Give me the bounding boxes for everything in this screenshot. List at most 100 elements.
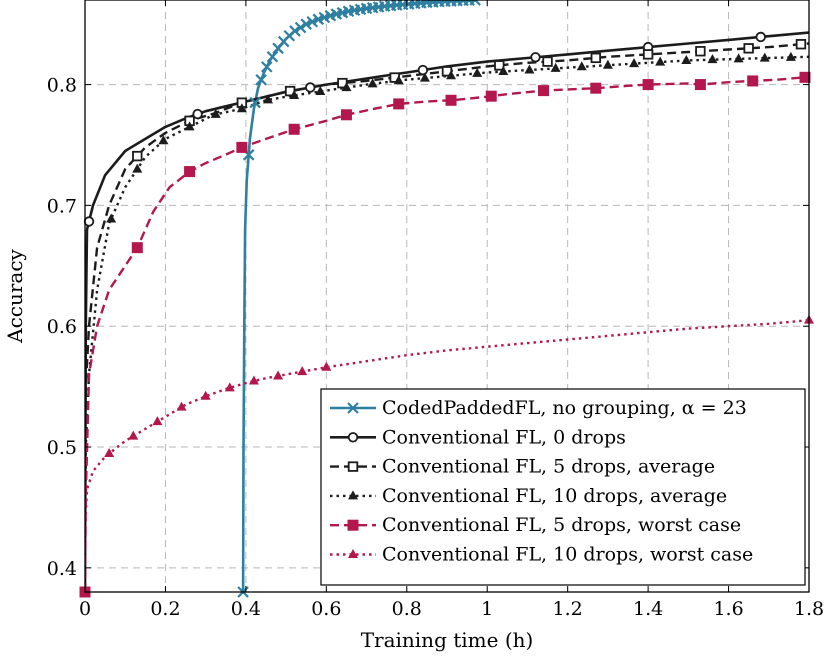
series-1-marker — [255, 74, 267, 86]
series-4-marker — [733, 53, 744, 63]
series-4-marker — [785, 51, 796, 61]
series-6-marker — [176, 401, 187, 411]
x-tick-label: 1 — [481, 598, 493, 620]
series-4-marker — [184, 121, 195, 131]
series-4-marker — [263, 94, 274, 104]
series-1-marker — [294, 21, 307, 34]
series-4-marker — [236, 103, 247, 113]
legend-label-6: Conventional FL, 10 drops, worst case — [382, 544, 753, 566]
legend-label-4: Conventional FL, 10 drops, average — [382, 485, 727, 507]
series-1-marker — [261, 61, 273, 73]
series-5-marker — [445, 94, 457, 106]
series-5-marker — [236, 141, 248, 153]
series-5-marker — [340, 109, 352, 121]
series-3-marker — [642, 49, 654, 60]
series-5-marker — [393, 98, 405, 110]
legend-swatch-marker — [347, 519, 359, 531]
legend: CodedPaddedFL, no grouping, α = 23 Conven… — [320, 388, 806, 586]
series-6-marker — [248, 375, 259, 385]
series-5-marker — [590, 82, 602, 94]
series-1-marker — [249, 96, 261, 109]
series-4-marker — [341, 82, 352, 92]
x-tick-label: 1.8 — [794, 598, 824, 620]
series-4-marker — [315, 86, 326, 96]
series-3-marker — [132, 150, 143, 162]
series-5-marker — [799, 71, 811, 83]
series-4-marker — [498, 66, 509, 76]
series-2-marker — [83, 216, 95, 227]
series-5-marker — [538, 85, 550, 97]
series-2-marker — [305, 82, 316, 93]
series-5-marker — [485, 90, 497, 102]
series-6-marker — [321, 361, 332, 371]
x-tick-label: 1.4 — [633, 598, 663, 620]
series-2-marker — [192, 108, 203, 120]
y-tick-label: 0.7 — [47, 195, 77, 217]
series-4-marker — [289, 89, 300, 99]
x-axis-title: Training time (h) — [361, 628, 534, 652]
series-5-marker — [184, 166, 196, 178]
y-axis-title: Accuracy — [3, 248, 27, 343]
series-line-6 — [85, 319, 809, 592]
legend-swatch-marker — [348, 490, 358, 500]
series-1-marker — [469, 0, 481, 6]
series-4-marker — [393, 75, 404, 85]
legend-label-3: Conventional FL, 5 drops, average — [382, 456, 715, 478]
x-tick-label: 0.2 — [150, 598, 180, 620]
series-6-marker — [224, 382, 235, 392]
series-1-marker — [306, 15, 319, 28]
series-1-marker — [266, 51, 279, 63]
series-4-marker — [576, 61, 587, 71]
x-tick-label: 0.8 — [392, 598, 422, 620]
series-4-marker — [629, 58, 640, 68]
series-4-marker — [106, 213, 117, 223]
x-tick-label: 1.6 — [713, 598, 743, 620]
axis-ticks: 0 0.2 0.4 0.6 0.8 1 1.2 1.4 1.6 1.8 0.4 0.5 0.6 0.7 0.… — [47, 0, 824, 620]
series-5-marker — [131, 242, 143, 254]
legend-swatch-marker — [348, 549, 358, 558]
y-tick-label: 0.5 — [47, 437, 77, 459]
series-5-marker — [747, 75, 759, 87]
series-3-marker — [695, 46, 706, 57]
series-1-marker — [300, 18, 312, 30]
y-tick-label: 0.8 — [47, 75, 77, 97]
legend-label-1: CodedPaddedFL, no grouping, α = 23 — [382, 397, 747, 419]
series-2-marker — [417, 64, 429, 76]
series-4-marker — [524, 64, 535, 74]
series-5-marker — [642, 79, 654, 91]
series-3-marker — [494, 60, 505, 71]
series-4-marker — [158, 135, 169, 145]
series-line-5 — [85, 76, 806, 592]
series-6-marker — [297, 366, 308, 376]
series-6-marker — [152, 416, 163, 426]
series-5-marker — [694, 79, 706, 91]
series-4-marker — [655, 56, 666, 66]
series-4-marker — [550, 62, 561, 72]
x-tick-label: 0 — [79, 598, 91, 620]
series-6-marker — [273, 370, 284, 380]
legend-swatch-marker — [347, 402, 359, 414]
series-3-marker — [795, 39, 807, 50]
series-4-marker — [759, 52, 770, 62]
series-4-marker — [472, 67, 483, 77]
x-tick-label: 0.6 — [311, 598, 341, 620]
series-3-marker — [743, 43, 754, 54]
legend-swatch-marker — [347, 432, 359, 443]
series-2-marker — [755, 31, 766, 43]
y-tick-label: 0.6 — [47, 316, 77, 338]
series-1-marker — [289, 25, 301, 37]
series-4-marker — [446, 70, 457, 80]
series-6-marker — [104, 448, 115, 458]
legend-swatch-marker — [347, 461, 359, 472]
series-4-marker — [707, 54, 718, 64]
x-tick-label: 0.4 — [231, 598, 261, 620]
series-3-marker — [590, 52, 602, 64]
series-4-marker — [602, 59, 613, 69]
series-5-marker — [288, 123, 300, 135]
y-tick-label: 0.4 — [47, 558, 77, 580]
series-6-marker — [200, 390, 211, 400]
series-4-marker — [210, 108, 221, 118]
plot-frame — [84, 0, 810, 593]
